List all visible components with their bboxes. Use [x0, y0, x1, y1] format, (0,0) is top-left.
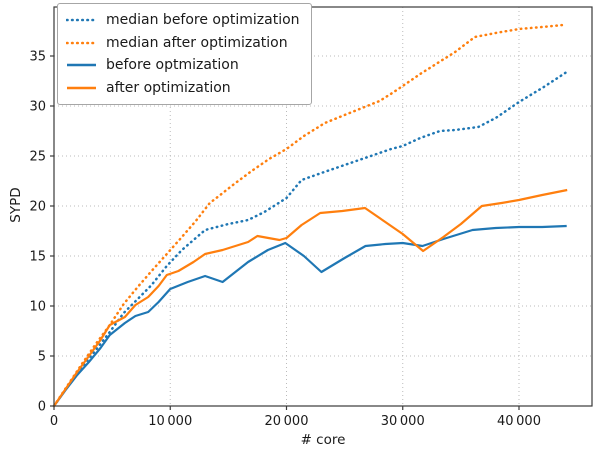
legend-line-icon — [67, 64, 96, 67]
y-tick-label: 25 — [29, 150, 46, 165]
y-axis-label: SYPD — [8, 187, 24, 223]
y-tick-label: 35 — [29, 50, 46, 65]
y-tick-label: 5 — [38, 350, 46, 365]
legend-label: median before optimization — [106, 12, 300, 29]
legend: median before optimization median after … — [57, 3, 312, 105]
legend-line-icon — [67, 86, 96, 89]
x-tick-label: 40 000 — [497, 414, 541, 429]
legend-item: after optimization — [66, 77, 300, 100]
x-tick-label: 10 000 — [148, 414, 192, 429]
legend-item: median after optimization — [66, 32, 300, 55]
y-tick-label: 10 — [29, 300, 46, 315]
legend-label: after optimization — [106, 79, 231, 96]
x-tick-label: 30 000 — [381, 414, 425, 429]
y-tick-label: 0 — [38, 400, 46, 415]
x-tick-label: 20 000 — [265, 414, 309, 429]
legend-line-icon — [66, 41, 97, 45]
y-tick-label: 20 — [29, 200, 46, 215]
series-line-1 — [52, 23, 565, 408]
legend-item: median before optimization — [66, 9, 300, 32]
legend-label: before optmization — [106, 57, 239, 74]
legend-item: before optmization — [66, 54, 300, 77]
x-axis-label: # core — [300, 432, 346, 448]
series-line-2 — [53, 224, 567, 407]
y-tick-label: 30 — [29, 100, 46, 115]
series-line-3 — [53, 188, 568, 407]
y-tick-label: 15 — [29, 250, 46, 265]
legend-label: median after optimization — [106, 34, 288, 51]
x-tick-label: 0 — [50, 414, 58, 429]
legend-line-icon — [66, 18, 97, 22]
